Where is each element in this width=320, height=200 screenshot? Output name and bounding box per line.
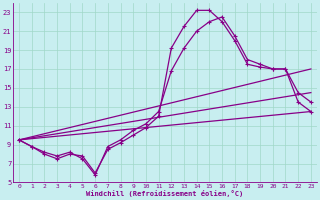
X-axis label: Windchill (Refroidissement éolien,°C): Windchill (Refroidissement éolien,°C) — [86, 190, 244, 197]
